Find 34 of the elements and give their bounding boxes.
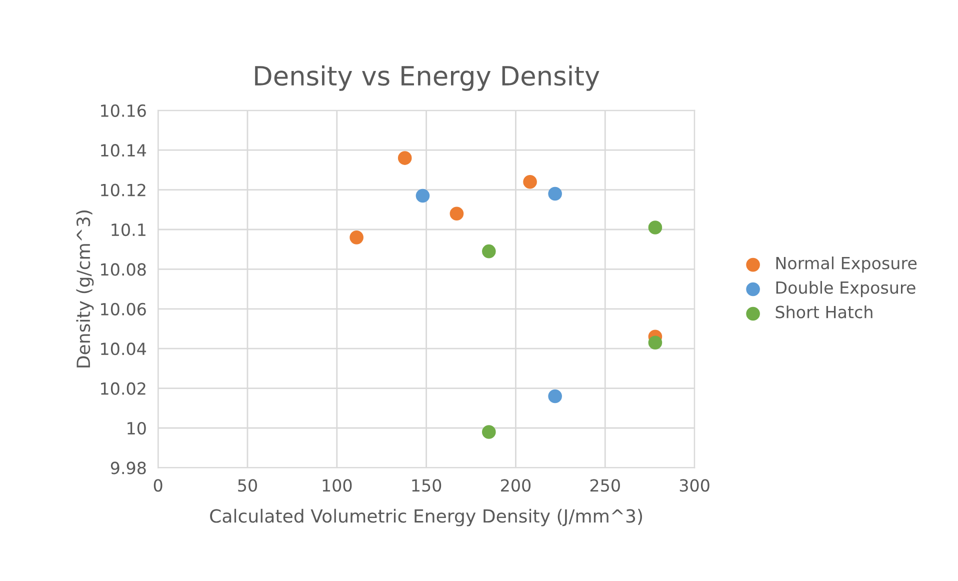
point xyxy=(523,174,537,189)
x-axis-title: Calculated Volumetric Energy Density (J/mm^3) xyxy=(210,508,642,526)
x-tick-label: 50 xyxy=(238,479,257,492)
y-axis-title: Density (g/cm^3) xyxy=(76,210,94,368)
y-tick-label: 10.04 xyxy=(101,342,146,356)
legend-label: Double Exposure xyxy=(776,280,916,298)
x-tick-label: 0 xyxy=(154,479,162,492)
point xyxy=(482,425,496,439)
point xyxy=(648,220,662,234)
y-tick-label: 10.14 xyxy=(101,144,146,157)
point xyxy=(416,188,430,203)
point xyxy=(398,151,412,165)
point xyxy=(350,230,364,244)
y-tick-label: 10.08 xyxy=(101,263,146,276)
legend-label: Short Hatch xyxy=(776,305,872,318)
point xyxy=(648,336,662,350)
chart-title: Density vs Energy Density xyxy=(255,65,600,91)
point xyxy=(450,206,464,221)
y-tick-label: 10.06 xyxy=(101,302,146,316)
legend-label: Normal Exposure xyxy=(776,256,917,273)
point xyxy=(548,389,562,404)
y-tick-label: 10.02 xyxy=(101,382,146,395)
x-tick-label: 100 xyxy=(322,479,352,492)
x-tick-label: 300 xyxy=(680,479,710,492)
x-tick-label: 150 xyxy=(412,479,442,492)
y-tick-label: 9.98 xyxy=(110,462,146,474)
y-tick-label: 10.16 xyxy=(101,104,146,117)
x-tick-label: 250 xyxy=(590,479,620,492)
point xyxy=(548,186,562,201)
point xyxy=(482,244,496,258)
y-tick-label: 10.12 xyxy=(101,184,146,196)
x-tick-label: 200 xyxy=(501,479,531,492)
y-tick-label: 10 xyxy=(128,422,146,435)
y-tick-label: 10.1 xyxy=(112,223,146,236)
